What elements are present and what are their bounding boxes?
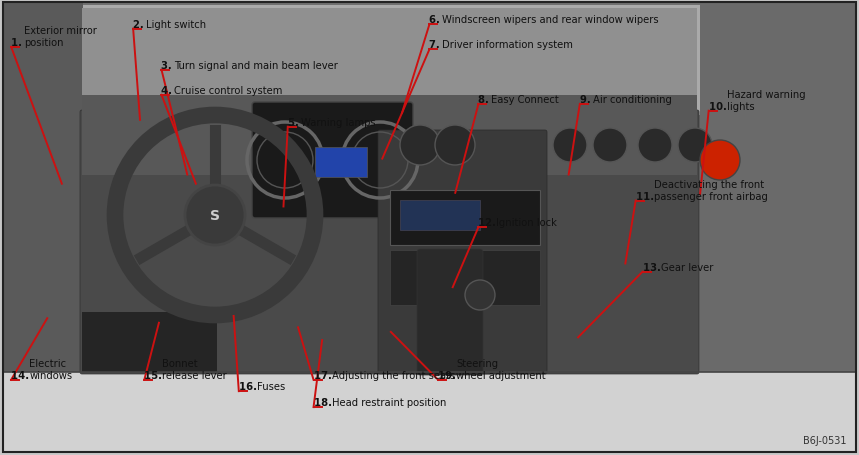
FancyBboxPatch shape	[80, 111, 699, 374]
Text: 9.: 9.	[580, 95, 594, 105]
Text: Turn signal and main beam lever: Turn signal and main beam lever	[174, 61, 338, 71]
Text: Deactivating the front
passenger front airbag: Deactivating the front passenger front a…	[654, 180, 768, 201]
Text: 15.: 15.	[144, 370, 166, 380]
Circle shape	[400, 126, 440, 166]
Text: 10.: 10.	[709, 101, 730, 111]
Bar	[82, 312, 217, 372]
Text: Hazard warning
lights: Hazard warning lights	[727, 90, 805, 111]
Text: 1.: 1.	[11, 38, 26, 48]
Text: S: S	[210, 208, 220, 222]
Text: Warning lamps: Warning lamps	[301, 117, 375, 127]
Text: Bonnet
release lever: Bonnet release lever	[162, 359, 227, 380]
Text: 17.: 17.	[314, 370, 335, 380]
Text: Exterior mirror
position: Exterior mirror position	[24, 26, 97, 48]
Text: Easy Connect: Easy Connect	[491, 95, 559, 105]
Circle shape	[435, 126, 475, 166]
FancyBboxPatch shape	[252, 103, 413, 218]
Bar	[700, 3, 856, 372]
Bar	[3, 6, 856, 116]
Circle shape	[638, 129, 672, 162]
Text: Electric
windows: Electric windows	[29, 359, 72, 380]
FancyBboxPatch shape	[378, 131, 547, 374]
Text: 6.: 6.	[430, 15, 444, 25]
Bar	[400, 201, 480, 231]
Text: Head restraint position: Head restraint position	[332, 397, 446, 407]
Text: Light switch: Light switch	[146, 20, 206, 30]
Text: Gear lever: Gear lever	[661, 262, 713, 272]
Bar	[3, 3, 856, 372]
Text: 7.: 7.	[430, 40, 444, 50]
Text: 4.: 4.	[161, 86, 176, 96]
Circle shape	[593, 129, 627, 162]
FancyBboxPatch shape	[417, 249, 483, 375]
Text: B6J-0531: B6J-0531	[803, 435, 847, 445]
Text: 2.: 2.	[133, 20, 148, 30]
Bar	[82, 9, 697, 126]
Circle shape	[700, 141, 740, 181]
Text: Ignition lock: Ignition lock	[497, 217, 557, 228]
Text: 13.: 13.	[643, 262, 664, 272]
Bar	[390, 191, 540, 245]
Circle shape	[185, 186, 245, 245]
Text: 14.: 14.	[11, 370, 33, 380]
Text: 16.: 16.	[239, 381, 260, 391]
Text: 8.: 8.	[478, 95, 493, 105]
Bar	[390, 250, 540, 305]
Text: Cruise control system: Cruise control system	[174, 86, 283, 96]
Circle shape	[465, 280, 495, 310]
Text: Air conditioning: Air conditioning	[593, 95, 672, 105]
Text: Steering
wheel adjustment: Steering wheel adjustment	[456, 359, 545, 380]
Text: Fuses: Fuses	[257, 381, 285, 391]
Text: 12.: 12.	[478, 217, 500, 228]
Text: 19.: 19.	[438, 370, 460, 380]
Circle shape	[678, 129, 712, 162]
Text: Windscreen wipers and rear window wipers: Windscreen wipers and rear window wipers	[442, 15, 659, 25]
Text: 11.: 11.	[636, 191, 657, 201]
Bar	[3, 3, 83, 372]
Text: 5.: 5.	[288, 117, 302, 127]
Text: Driver information system: Driver information system	[442, 40, 573, 50]
Text: 18.: 18.	[314, 397, 335, 407]
FancyBboxPatch shape	[82, 96, 697, 176]
Text: Adjusting the front seats: Adjusting the front seats	[332, 370, 454, 380]
Bar	[315, 148, 367, 177]
Bar	[3, 372, 856, 452]
Text: 3.: 3.	[161, 61, 176, 71]
Circle shape	[553, 129, 587, 162]
